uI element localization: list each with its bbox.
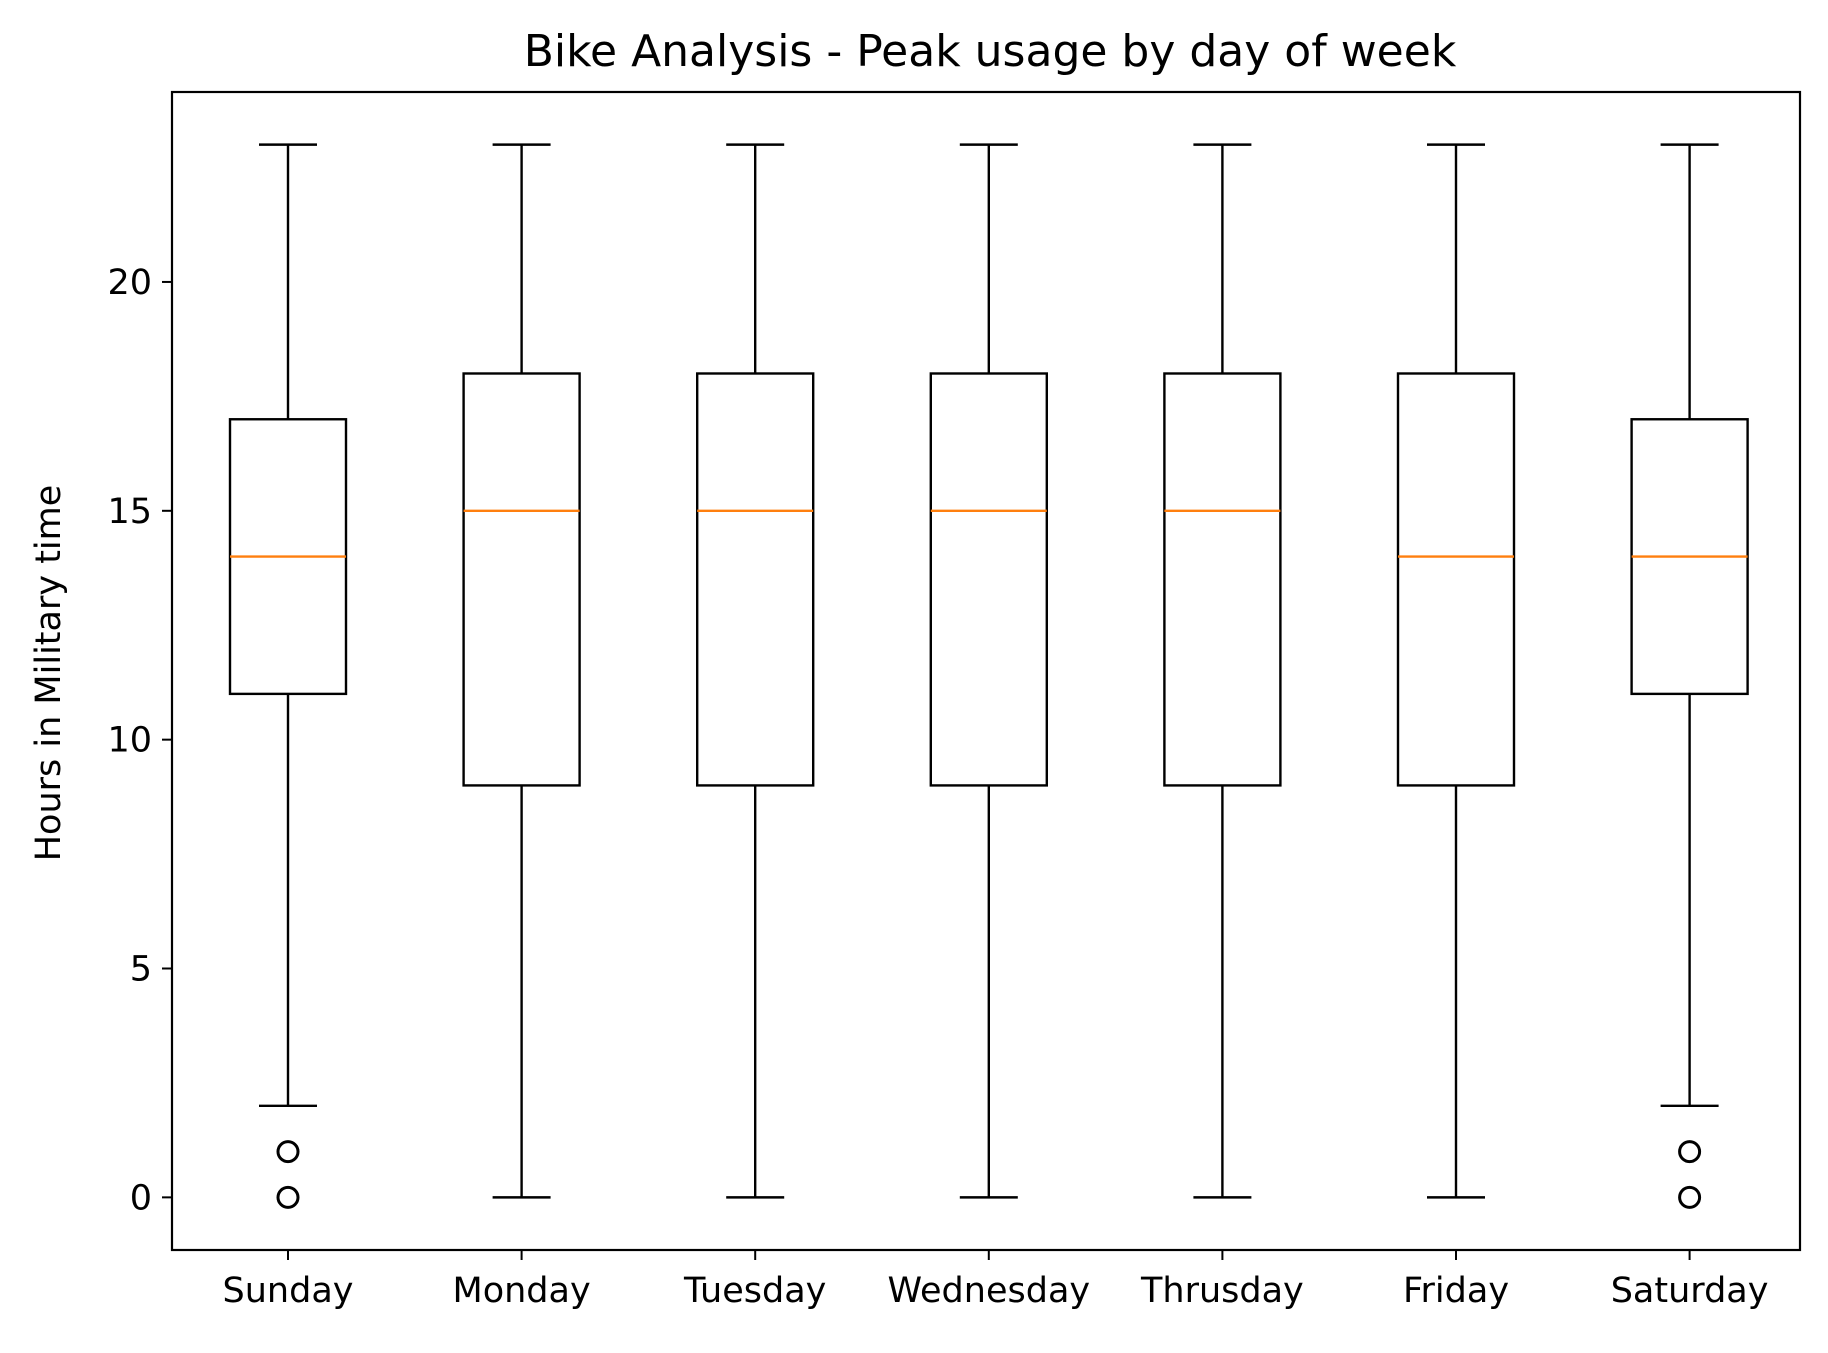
x-tick-label: Sunday: [223, 1271, 354, 1311]
y-tick-label: 10: [107, 721, 152, 761]
box-iqr: [462, 372, 581, 787]
y-tick-label: 15: [107, 492, 152, 532]
box-iqr: [1163, 372, 1282, 787]
x-tick-label: Thrusday: [1140, 1271, 1304, 1311]
box-iqr: [696, 372, 815, 787]
x-tick-label: Saturday: [1611, 1271, 1769, 1311]
x-tick-label: Tuesday: [683, 1271, 826, 1311]
y-tick-label: 5: [130, 950, 152, 990]
outlier-point: [1678, 1185, 1702, 1209]
outlier-point: [1678, 1140, 1702, 1164]
box-iqr: [1396, 372, 1516, 787]
y-tick-label: 0: [130, 1178, 152, 1218]
outlier-point: [276, 1140, 300, 1164]
x-tick-label: Friday: [1403, 1271, 1509, 1311]
box-iqr: [929, 372, 1048, 787]
chart-title: Bike Analysis - Peak usage by day of wee…: [524, 26, 1457, 77]
y-axis-label: Hours in Military time: [29, 485, 69, 862]
x-tick-label: Monday: [453, 1271, 591, 1311]
x-tick-label: Wednesday: [887, 1271, 1090, 1311]
plot-frame: [170, 90, 1802, 1252]
y-tick-label: 20: [107, 263, 152, 303]
outlier-point: [276, 1185, 300, 1209]
plot-area: 0 5 10 15 20 Sunday Monday Tuesday Wednesday Thru…: [107, 143, 1769, 1311]
